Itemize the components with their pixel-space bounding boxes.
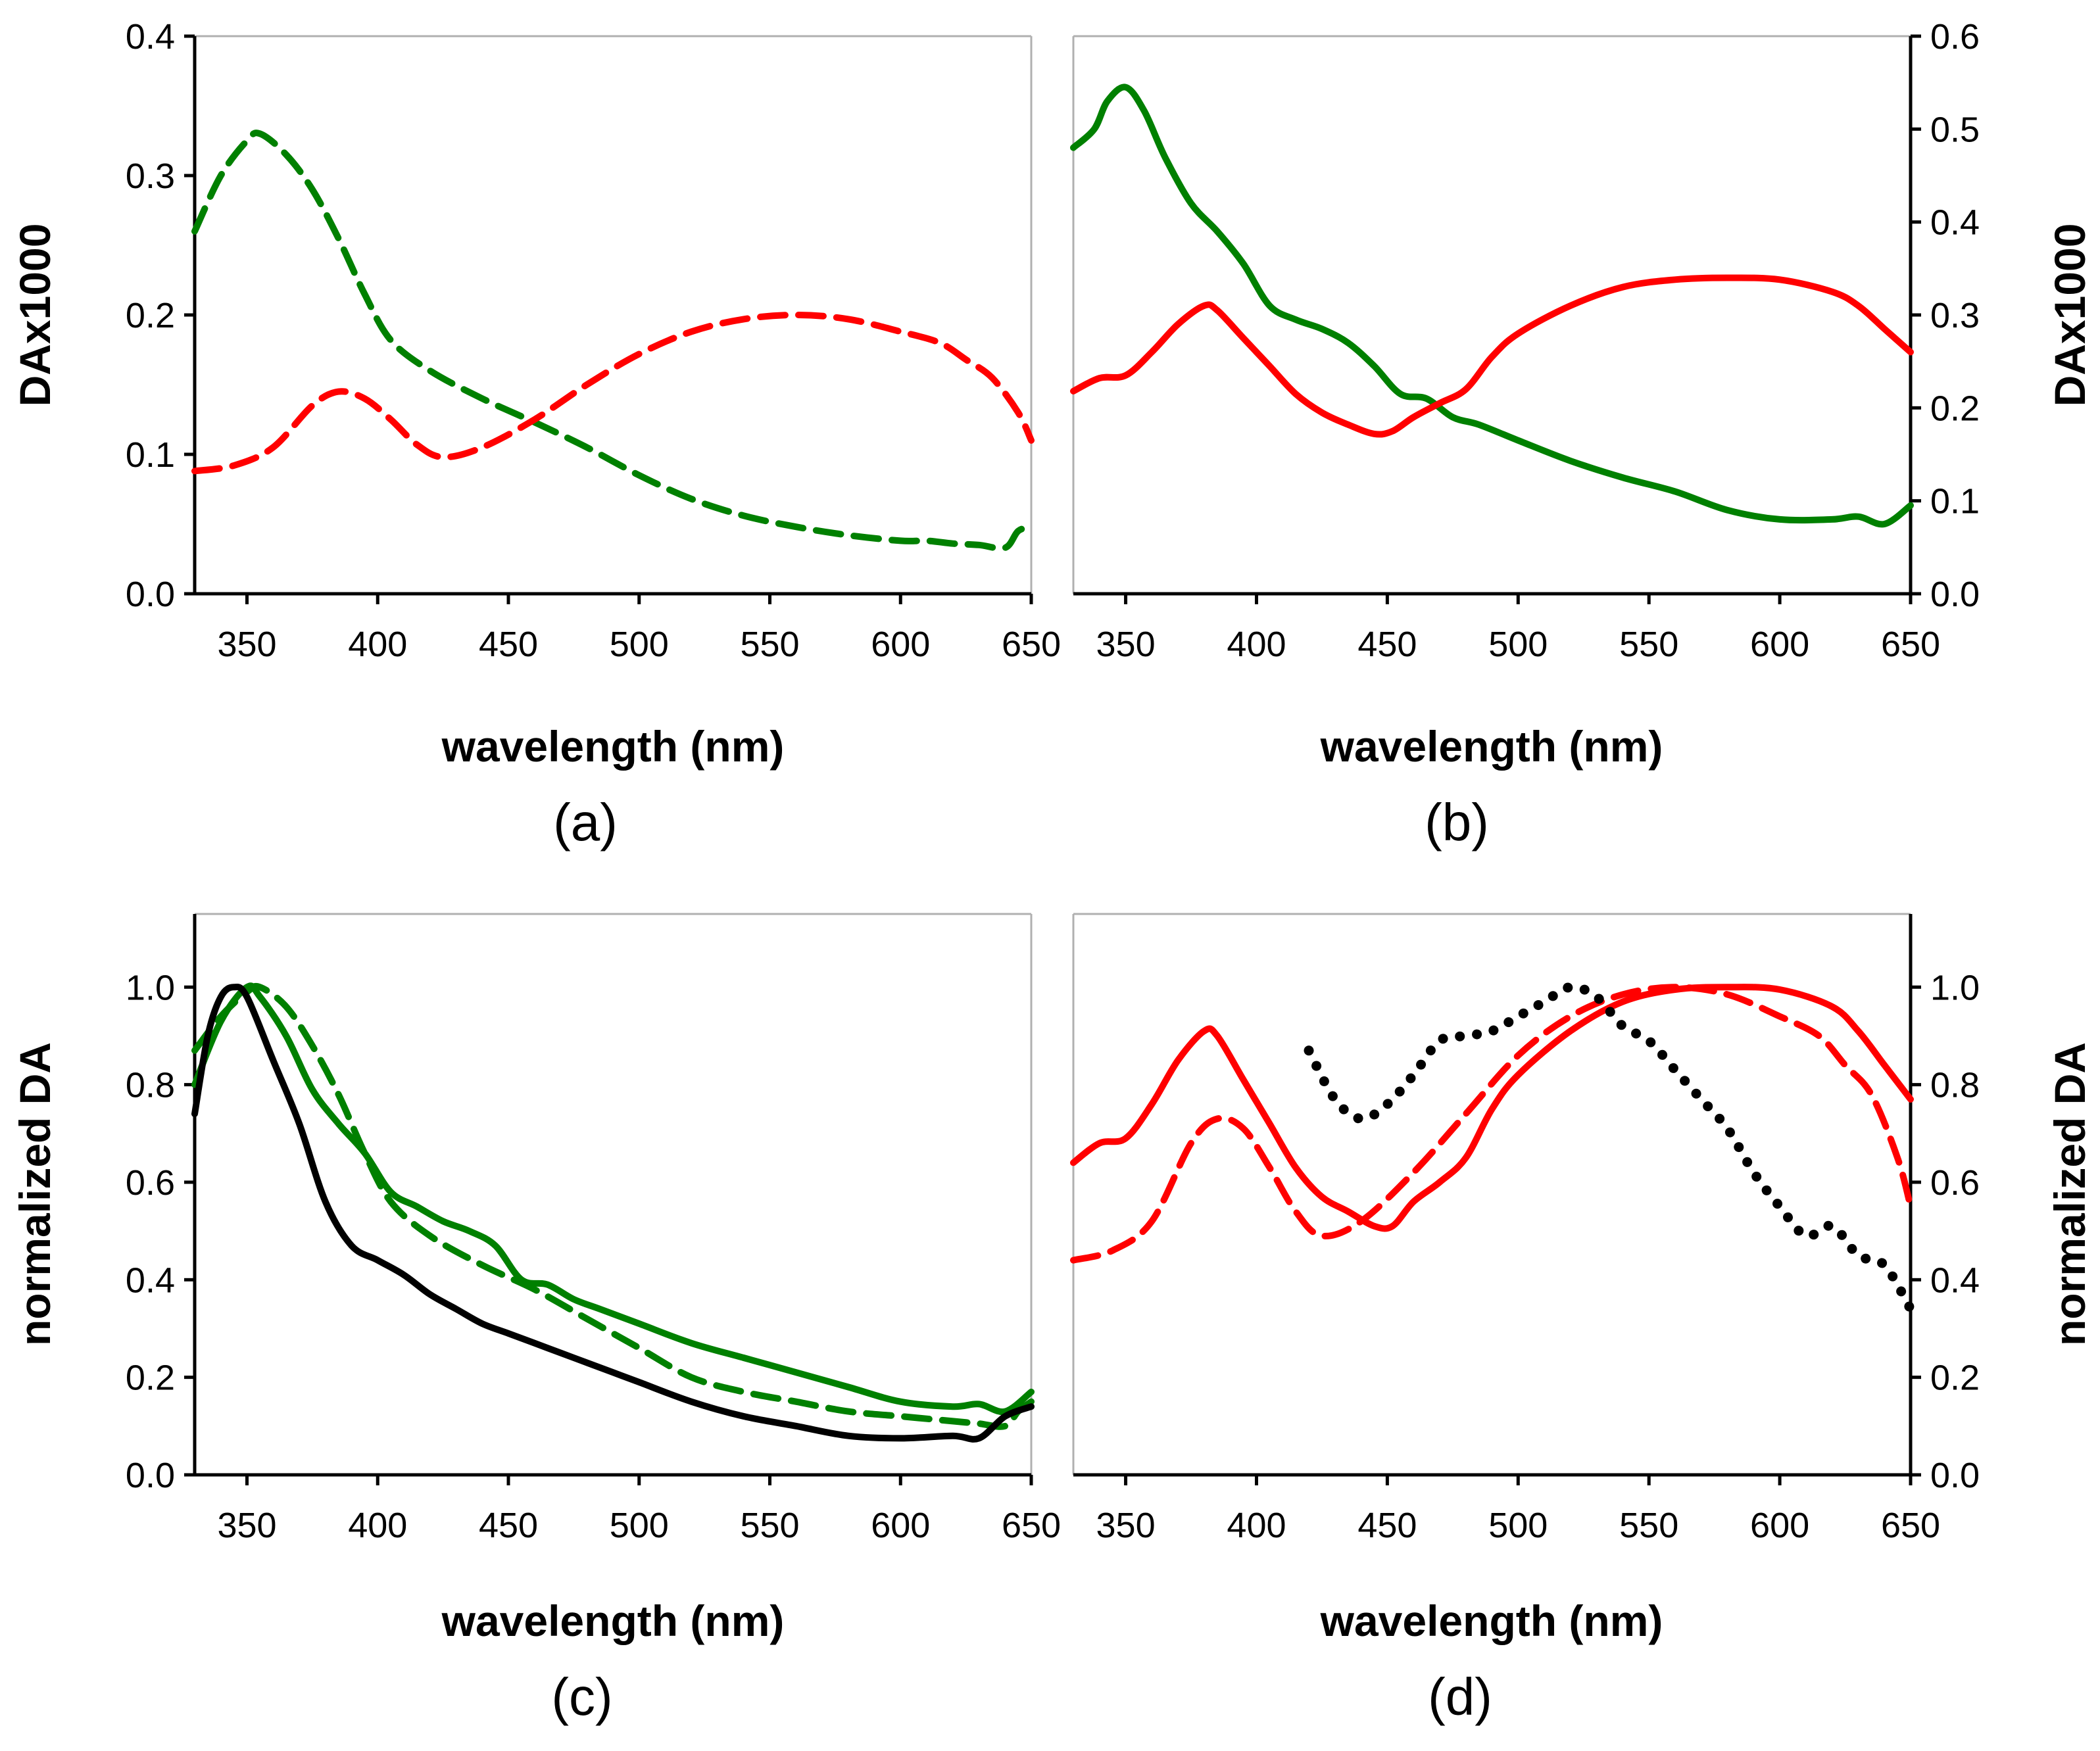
x-tick-label: 550 bbox=[740, 625, 799, 664]
x-tick-label: 500 bbox=[1488, 625, 1548, 664]
y-tick-label: 0.0 bbox=[126, 575, 175, 614]
panel-b: 350 400 450 500 550 600 650 0.0 0.1 0.2 0.3 0.4 0.5 0… bbox=[1070, 17, 2094, 852]
x-tick-label: 650 bbox=[1881, 625, 1940, 664]
x-axis-title: wavelength (nm) bbox=[1320, 722, 1663, 771]
x-axis-title: wavelength (nm) bbox=[441, 1596, 785, 1645]
y-tick-label: 1.0 bbox=[1930, 968, 1980, 1007]
y-tick-label: 0.2 bbox=[126, 296, 175, 335]
x-tick-label: 500 bbox=[610, 1506, 669, 1545]
y-tick-label: 0.6 bbox=[1930, 17, 1980, 57]
y-tick-label: 0.3 bbox=[126, 156, 175, 196]
panel-a: 350 400 450 500 550 600 650 0.0 0.1 0.2 0.3 0.4 wav… bbox=[11, 17, 1061, 852]
panel-caption: (b) bbox=[1425, 793, 1489, 852]
x-tick-label: 500 bbox=[1488, 1506, 1548, 1545]
y-tick-label: 0.0 bbox=[1930, 1456, 1980, 1495]
series-green-solid-line bbox=[1070, 84, 1914, 528]
y-tick-label: 0.3 bbox=[1930, 296, 1980, 335]
y-tick-label: 0.8 bbox=[1930, 1066, 1980, 1105]
y-tick-label: 0.1 bbox=[126, 435, 175, 475]
x-tick-label: 450 bbox=[1357, 625, 1417, 664]
x-tick-label: 400 bbox=[1227, 1506, 1286, 1545]
ticks: 350 400 450 500 550 600 650 0.0 0.1 0.2 0.3 0.4 bbox=[126, 17, 1061, 664]
x-tick-label: 400 bbox=[348, 1506, 407, 1545]
x-tick-label: 450 bbox=[479, 625, 538, 664]
y-tick-label: 1.0 bbox=[126, 968, 175, 1007]
y-tick-label: 0.0 bbox=[1930, 575, 1980, 614]
x-tick-label: 500 bbox=[610, 625, 669, 664]
y-tick-label: 0.6 bbox=[1930, 1163, 1980, 1203]
x-tick-label: 600 bbox=[1750, 625, 1809, 664]
series-red-dashed-line bbox=[1070, 984, 1914, 1264]
x-axis-title: wavelength (nm) bbox=[1320, 1596, 1663, 1645]
curves bbox=[1070, 982, 1916, 1314]
series-green-dashed-line bbox=[191, 130, 1035, 552]
series-red-solid-line bbox=[1070, 274, 1914, 438]
y-axis-title: normalized DA bbox=[2045, 1042, 2094, 1346]
y-tick-label: 0.4 bbox=[126, 1260, 175, 1300]
y-tick-label: 0.8 bbox=[126, 1066, 175, 1105]
x-tick-label: 350 bbox=[217, 1506, 276, 1545]
y-tick-label: 0.4 bbox=[126, 17, 175, 57]
plot-frame bbox=[195, 913, 1033, 1475]
series-green-dashed-line bbox=[191, 982, 1035, 1430]
plot-frame bbox=[1072, 913, 1911, 1475]
x-tick-label: 550 bbox=[1619, 625, 1678, 664]
x-tick-label: 600 bbox=[871, 1506, 930, 1545]
curves bbox=[1070, 84, 1914, 528]
y-tick-label: 0.2 bbox=[126, 1358, 175, 1398]
x-tick-label: 350 bbox=[217, 625, 276, 664]
plot-frame bbox=[195, 35, 1033, 594]
panel-c: 350 400 450 500 550 600 6500.00.20.40.60.81.0 … bbox=[11, 913, 1061, 1726]
x-tick-label: 600 bbox=[1750, 1506, 1809, 1545]
y-tick-label: 0.5 bbox=[1930, 110, 1980, 149]
x-tick-label: 650 bbox=[1002, 1506, 1061, 1545]
x-axis-title: wavelength (nm) bbox=[441, 722, 785, 771]
y-tick-label: 0.2 bbox=[1930, 389, 1980, 428]
y-axis-title: DAx1000 bbox=[2045, 224, 2094, 407]
series-black-dotted-line bbox=[1304, 982, 1916, 1314]
x-tick-label: 400 bbox=[1227, 625, 1286, 664]
curves bbox=[191, 130, 1035, 552]
curves bbox=[191, 982, 1035, 1443]
x-tick-label: 550 bbox=[1619, 1506, 1678, 1545]
ticks: 350 400 450 500 550 600 650 0.0 0.2 0.4 0.6 0.8 1.0 bbox=[1096, 968, 1980, 1545]
y-tick-label: 0.4 bbox=[1930, 1260, 1980, 1300]
x-tick-label: 350 bbox=[1096, 1506, 1156, 1545]
series-black-solid-line bbox=[191, 984, 1035, 1443]
y-tick-label: 0.1 bbox=[1930, 482, 1980, 521]
x-tick-label: 650 bbox=[1002, 625, 1061, 664]
y-tick-label: 0.4 bbox=[1930, 203, 1980, 243]
panel-caption: (c) bbox=[551, 1667, 612, 1726]
panel-caption: (a) bbox=[553, 793, 618, 852]
y-tick-label: 0.2 bbox=[1930, 1358, 1980, 1398]
ticks: 350 400 450 500 550 600 650 0.0 0.2 0.4 0.6 0.8 1.0 bbox=[126, 968, 1061, 1545]
panel-d: 350 400 450 500 550 600 6500.00.20.40.60.81.0 … bbox=[1070, 913, 2094, 1726]
y-tick-label: 0.0 bbox=[126, 1456, 175, 1495]
y-axis-title: normalized DA bbox=[11, 1042, 59, 1346]
panel-caption: (d) bbox=[1428, 1667, 1492, 1726]
x-tick-label: 550 bbox=[740, 1506, 799, 1545]
x-tick-label: 650 bbox=[1881, 1506, 1940, 1545]
x-tick-label: 400 bbox=[348, 625, 407, 664]
series-red-solid-line bbox=[1070, 984, 1914, 1232]
y-tick-label: 0.6 bbox=[126, 1163, 175, 1203]
series-red-dashed-line bbox=[191, 312, 1035, 475]
x-tick-label: 450 bbox=[1357, 1506, 1417, 1545]
x-tick-label: 600 bbox=[871, 625, 930, 664]
x-tick-label: 350 bbox=[1096, 625, 1156, 664]
x-tick-label: 450 bbox=[479, 1506, 538, 1545]
ticks: 350 400 450 500 550 600 650 0.0 0.1 0.2 0.3 0.4 0.5 0… bbox=[1096, 17, 1980, 664]
y-axis-title: DAx1000 bbox=[11, 224, 59, 407]
plot-frame bbox=[1072, 35, 1911, 594]
